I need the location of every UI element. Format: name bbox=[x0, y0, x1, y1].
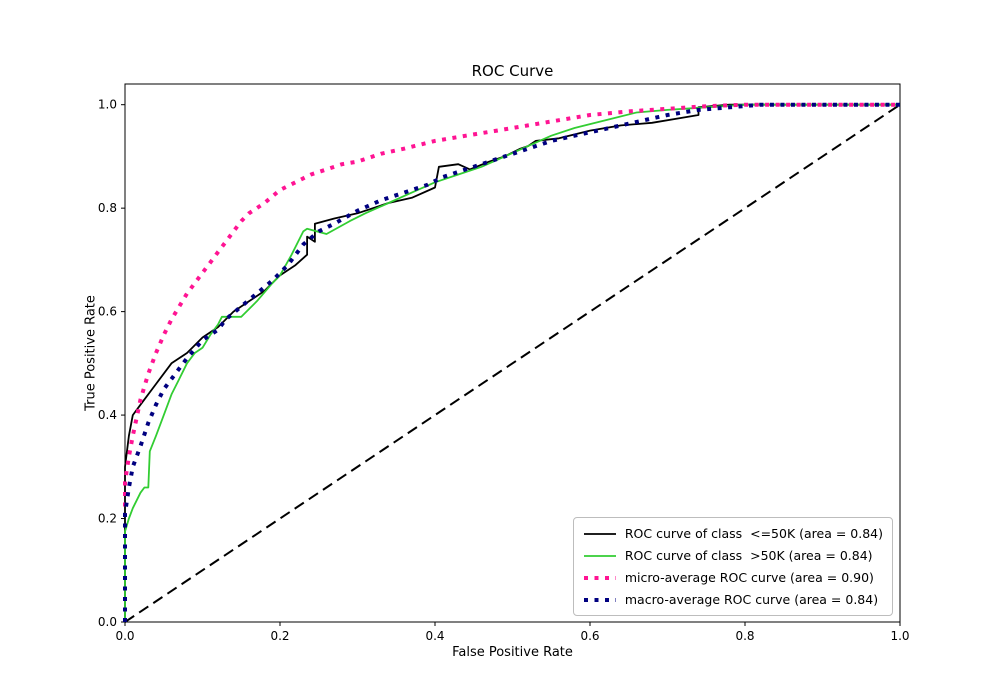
legend-entry-label: ROC curve of class >50K (area = 0.84) bbox=[624, 548, 873, 563]
x-tick-label: 0.8 bbox=[735, 629, 754, 643]
legend-line-swatch bbox=[583, 575, 616, 580]
y-tick-label: 0.4 bbox=[98, 408, 117, 422]
y-tick-label: 0.8 bbox=[98, 201, 117, 215]
y-tick-label: 1.0 bbox=[98, 98, 117, 112]
legend-line-swatch bbox=[583, 554, 616, 557]
legend-entry-label: ROC curve of class <=50K (area = 0.84) bbox=[624, 526, 883, 541]
x-tick-label: 0.6 bbox=[580, 629, 599, 643]
legend-entry-label: micro-average ROC curve (area = 0.90) bbox=[624, 570, 874, 585]
x-tick-label: 0.0 bbox=[115, 629, 134, 643]
axes-frame bbox=[124, 83, 901, 623]
series-chance-diagonal bbox=[124, 103, 901, 623]
series-class-le50k bbox=[124, 103, 900, 622]
legend-line-swatch bbox=[583, 532, 616, 535]
series-micro-average bbox=[123, 102, 900, 622]
legend-line-swatch bbox=[583, 597, 616, 602]
y-tick-label: 0.2 bbox=[98, 512, 117, 526]
legend-entry-label: macro-average ROC curve (area = 0.84) bbox=[624, 592, 879, 607]
x-axis-label: False Positive Rate bbox=[452, 645, 573, 660]
x-tick-label: 0.4 bbox=[425, 629, 444, 643]
legend: ROC curve of class <=50K (area = 0.84) RO… bbox=[572, 517, 893, 616]
legend-entry: ROC curve of class >50K (area = 0.84) bbox=[583, 546, 883, 565]
y-tick-label: 0.0 bbox=[98, 615, 117, 629]
y-tick-label: 0.6 bbox=[98, 305, 117, 319]
y-axis-label: True Positive Rate bbox=[83, 295, 99, 411]
series-class-gt50k bbox=[124, 103, 900, 622]
x-tick-label: 1.0 bbox=[890, 629, 909, 643]
legend-entry: macro-average ROC curve (area = 0.84) bbox=[583, 590, 883, 609]
legend-entry: ROC curve of class <=50K (area = 0.84) bbox=[583, 524, 883, 543]
legend-entry: micro-average ROC curve (area = 0.90) bbox=[583, 568, 883, 587]
x-tick-label: 0.2 bbox=[270, 629, 289, 643]
chart-title: ROC Curve bbox=[471, 62, 554, 80]
